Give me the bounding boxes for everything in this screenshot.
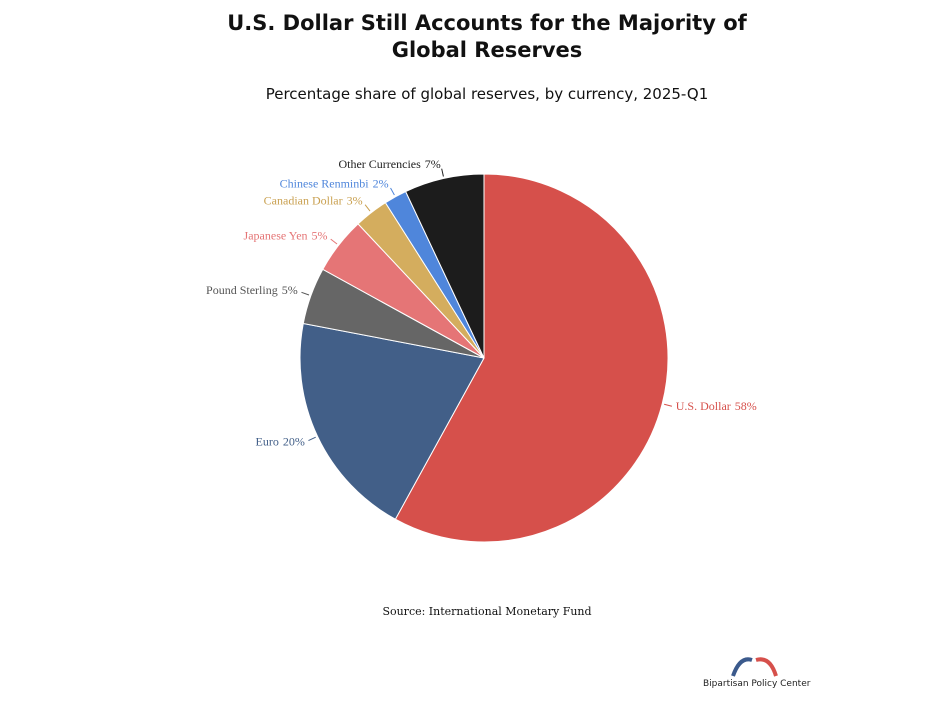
slice-value: 5% <box>312 228 328 242</box>
slice-value: 5% <box>282 283 298 297</box>
logo-text: Bipartisan Policy Center <box>703 679 811 689</box>
slice-value: 58% <box>735 399 757 413</box>
leader-line <box>308 436 316 442</box>
slice-value: 2% <box>373 176 389 190</box>
leader-line <box>301 291 310 296</box>
slice-category: Other Currencies <box>338 157 421 171</box>
slice-label: Euro 20% <box>256 434 305 448</box>
pie-slice <box>404 173 485 359</box>
chart-subtitle: Percentage share of global reserves, by … <box>265 85 709 103</box>
slice-label: Canadian Dollar 3% <box>264 193 363 207</box>
slice-label: Chinese Renminbi 2% <box>280 176 389 190</box>
slice-value: 3% <box>347 193 363 207</box>
slice-value: 20% <box>283 434 305 448</box>
chart-title: U.S. Dollar Still Accounts for the Major… <box>227 11 747 62</box>
slice-category: Pound Sterling <box>206 283 278 297</box>
slice-category: Japanese Yen <box>244 228 308 242</box>
leader-line <box>441 168 444 177</box>
slice-category: U.S. Dollar <box>676 399 731 413</box>
slice-label: Japanese Yen 5% <box>244 228 328 242</box>
slice-label: Other Currencies 7% <box>338 157 440 171</box>
slice-category: Euro <box>256 434 279 448</box>
source-note: Source: International Monetary Fund <box>382 605 592 618</box>
pie-slice <box>394 173 669 543</box>
slice-category: Canadian Dollar <box>264 193 343 207</box>
leader-line <box>390 187 395 196</box>
leader-line <box>364 204 371 212</box>
slice-category: Chinese Renminbi <box>280 176 370 190</box>
leader-line <box>330 238 338 245</box>
slice-label: U.S. Dollar 58% <box>676 399 757 413</box>
slice-value: 7% <box>425 157 441 171</box>
slice-label: Pound Sterling 5% <box>206 283 298 297</box>
pie-slice <box>299 322 485 520</box>
leader-line <box>664 403 673 407</box>
